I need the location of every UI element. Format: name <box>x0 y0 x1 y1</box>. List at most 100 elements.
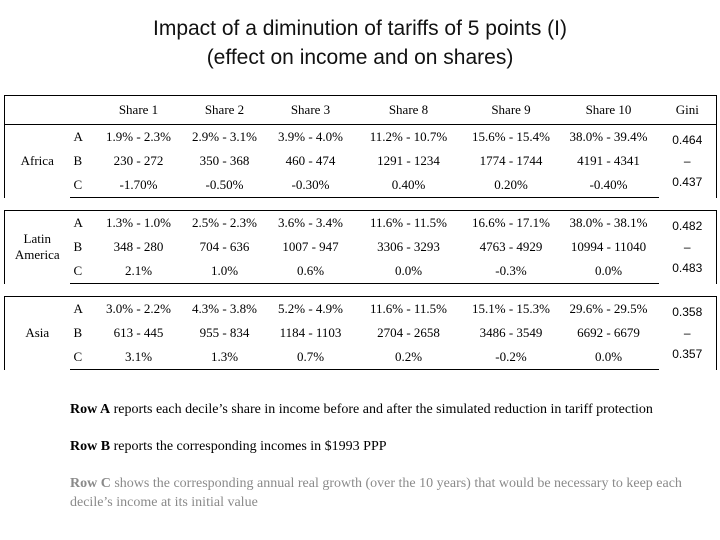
note-row-b: Row B reports the corresponding incomes … <box>70 437 690 456</box>
footnotes: Row A reports each decile’s share in inc… <box>70 400 690 530</box>
header-cell: Share 3 <box>267 95 354 125</box>
table-cell: 460 - 474 <box>285 153 336 168</box>
table-cell: 348 - 280 <box>113 239 164 254</box>
table-cell: 613 - 445 <box>113 325 164 340</box>
table-row: C 3.1% 1.3% 0.7% 0.2% -0.2% 0.0% <box>5 345 717 370</box>
header-cell: Share 1 <box>95 95 182 125</box>
table-gap <box>5 198 717 211</box>
table-cell: -0.30% <box>267 173 354 198</box>
table-cell: 0.0% <box>558 345 659 370</box>
table-cell: 16.6% - 17.1% <box>463 210 559 235</box>
table-cell: 2.5% - 2.3% <box>181 210 268 235</box>
note-label: Row A <box>70 402 111 417</box>
header-cell: Gini <box>658 95 717 125</box>
note-text: reports the corresponding incomes in $19… <box>110 439 387 454</box>
table-cell: 2704 - 2658 <box>377 325 440 340</box>
table-cell: 3306 - 3293 <box>377 239 440 254</box>
table-cell: 955 - 834 <box>199 325 250 340</box>
table-row: Africa A 1.9% - 2.3% 2.9% - 3.1% 3.9% - … <box>4 124 717 198</box>
table-cell: 11.6% - 11.5% <box>353 210 464 235</box>
table-cell: 1.3% - 1.0% <box>95 210 182 235</box>
table-cell: 1.9% - 2.3% <box>106 129 171 144</box>
gini-after: 0.483 <box>672 260 703 275</box>
table-cell: 5.2% - 4.9% <box>267 296 354 321</box>
gini-cell: 0.482 – 0.483 <box>658 210 717 284</box>
table-cell: 15.1% - 15.3% <box>463 296 559 321</box>
table-gap <box>5 284 717 297</box>
table-cell: 3.0% - 2.2% <box>95 296 182 321</box>
gini-after: 0.437 <box>672 174 703 189</box>
gini-dash: – <box>683 153 691 168</box>
table-cell: 4191 - 4341 <box>577 153 640 168</box>
table-cell: 0.2% <box>353 345 464 370</box>
header-cell: Share 10 <box>558 95 659 125</box>
slide-title: Impact of a diminution of tariffs of 5 p… <box>0 14 720 72</box>
row-code: A <box>69 296 96 321</box>
header-cell: Share 9 <box>463 95 559 125</box>
table-cell: 11.6% - 11.5% <box>353 296 464 321</box>
table-cell: 350 - 368 <box>199 153 250 168</box>
table-cell: 1.3% <box>181 345 268 370</box>
row-code: C <box>69 345 96 370</box>
table-cell: 1774 - 1744 <box>479 153 543 168</box>
gini-dash: – <box>683 325 691 340</box>
table-row: Latin America A 1.3% - 1.0% 2.5% - 2.3% … <box>4 210 717 284</box>
row-code: C <box>69 173 96 198</box>
header-cell: Share 2 <box>181 95 268 125</box>
table-cell: 0.7% <box>267 345 354 370</box>
table-cell: 2.1% <box>95 259 182 284</box>
table-cell: 38.0% - 39.4% <box>569 129 648 144</box>
table-cell: 4763 - 4929 <box>479 239 543 254</box>
gini-cell: 0.358 – 0.357 <box>658 296 717 370</box>
table-cell: -0.50% <box>181 173 268 198</box>
row-code: C <box>69 259 96 284</box>
table-cell: -1.70% <box>95 173 182 198</box>
table-cell: 15.6% - 15.4% <box>472 129 550 144</box>
table-cell: 11.2% - 10.7% <box>369 129 448 144</box>
title-line-1: Impact of a diminution of tariffs of 5 p… <box>153 17 567 40</box>
table-row: B 613 - 445 955 - 834 1184 - 1103 2704 -… <box>5 321 717 345</box>
table-cell: -0.40% <box>558 173 659 198</box>
table-row: B 230 - 272 350 - 368 460 - 474 1291 - 1… <box>5 149 717 173</box>
table-row: Asia A 3.0% - 2.2% 4.3% - 3.8% 5.2% - 4.… <box>4 296 717 370</box>
gini-before: 0.464 <box>672 132 703 147</box>
row-code: B <box>73 239 83 254</box>
table-cell: 230 - 272 <box>113 153 164 168</box>
table-cell: 3.9% - 4.0% <box>278 129 343 144</box>
tariff-impact-table: Share 1 Share 2 Share 3 Share 8 Share 9 … <box>4 95 717 370</box>
table-cell: 4.3% - 3.8% <box>181 296 268 321</box>
table-cell: 0.0% <box>353 259 464 284</box>
table-cell: 10994 - 11040 <box>570 239 647 254</box>
row-code: A <box>69 210 96 235</box>
gini-after: 0.357 <box>672 346 703 361</box>
table-cell: 0.40% <box>353 173 464 198</box>
table-cell: 38.0% - 38.1% <box>558 210 659 235</box>
note-row-a: Row A reports each decile’s share in inc… <box>70 400 690 419</box>
gini-before: 0.358 <box>672 304 703 319</box>
table-cell: -0.3% <box>463 259 559 284</box>
table-cell: 3486 - 3549 <box>479 325 543 340</box>
note-label: Row C <box>70 476 111 491</box>
table-cell: 1.0% <box>181 259 268 284</box>
table-cell: 0.20% <box>463 173 559 198</box>
header-cell: Share 8 <box>353 95 464 125</box>
table-cell: 0.6% <box>267 259 354 284</box>
table-cell: 3.6% - 3.4% <box>267 210 354 235</box>
header-row: Share 1 Share 2 Share 3 Share 8 Share 9 … <box>4 95 717 125</box>
table-cell: 2.9% - 3.1% <box>192 129 257 144</box>
table-cell: 29.6% - 29.5% <box>558 296 659 321</box>
table-row: B 348 - 280 704 - 636 1007 - 947 3306 - … <box>5 235 717 259</box>
note-row-c: Row C shows the corresponding annual rea… <box>70 474 690 512</box>
row-code: A <box>73 129 83 144</box>
region-label: Asia <box>4 296 70 370</box>
row-code: B <box>73 153 83 168</box>
table-cell: 6692 - 6679 <box>577 325 640 340</box>
table-row: C -1.70% -0.50% -0.30% 0.40% 0.20% -0.40… <box>5 173 717 198</box>
table-cell: 3.1% <box>95 345 182 370</box>
title-line-2: (effect on income and on shares) <box>206 46 514 69</box>
header-blank <box>4 95 96 125</box>
table-cell: 704 - 636 <box>199 239 250 254</box>
gini-before: 0.482 <box>672 218 703 233</box>
table-row: C 2.1% 1.0% 0.6% 0.0% -0.3% 0.0% <box>5 259 717 284</box>
note-label: Row B <box>70 439 111 454</box>
